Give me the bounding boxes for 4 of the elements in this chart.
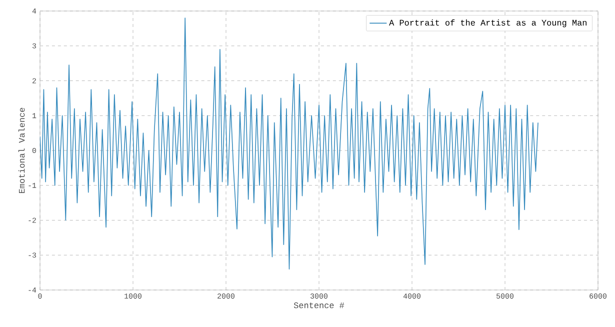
x-axis-title: Sentence # bbox=[294, 302, 344, 308]
line-series bbox=[40, 18, 538, 270]
legend-label: A Portrait of the Artist as a Young Man bbox=[389, 19, 586, 28]
y-axis-title: Emotional Valence bbox=[18, 108, 25, 194]
